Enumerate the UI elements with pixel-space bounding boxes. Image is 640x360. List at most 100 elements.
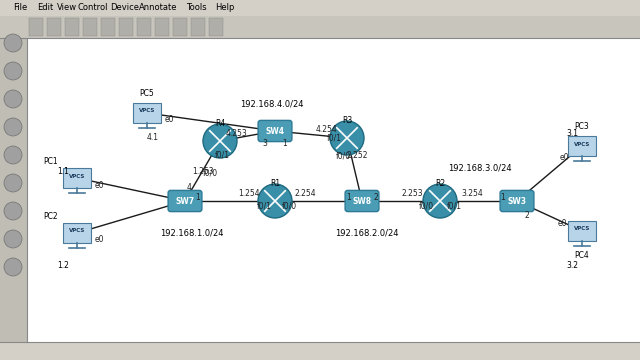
Bar xyxy=(0,342,640,360)
Text: f0/1: f0/1 xyxy=(257,202,271,211)
Bar xyxy=(65,18,79,36)
Text: Tools: Tools xyxy=(186,4,206,13)
Text: 1: 1 xyxy=(283,139,287,148)
Bar xyxy=(568,221,596,241)
Text: 1.253: 1.253 xyxy=(192,167,214,176)
Text: 192.168.4.0/24: 192.168.4.0/24 xyxy=(240,99,304,108)
Circle shape xyxy=(258,184,292,218)
Text: 3: 3 xyxy=(262,139,268,148)
Text: R1: R1 xyxy=(270,179,280,188)
Text: VPCS: VPCS xyxy=(69,174,85,179)
Text: Help: Help xyxy=(215,4,235,13)
Circle shape xyxy=(4,34,22,52)
Text: R3: R3 xyxy=(342,116,352,125)
Text: 192.168.3.0/24: 192.168.3.0/24 xyxy=(448,163,512,172)
Text: Device: Device xyxy=(111,4,140,13)
Circle shape xyxy=(4,258,22,276)
Text: SW4: SW4 xyxy=(266,126,285,135)
Text: SW8: SW8 xyxy=(353,197,372,206)
Circle shape xyxy=(4,62,22,80)
Text: 1: 1 xyxy=(500,194,506,202)
Text: 3.254: 3.254 xyxy=(461,189,483,198)
Text: e0: e0 xyxy=(164,116,173,125)
Text: 3.2: 3.2 xyxy=(566,261,578,270)
Text: SW3: SW3 xyxy=(508,197,527,206)
Bar xyxy=(0,38,27,342)
Text: 2.254: 2.254 xyxy=(294,189,316,198)
Circle shape xyxy=(4,90,22,108)
Text: PC2: PC2 xyxy=(44,212,58,221)
Bar xyxy=(155,18,169,36)
Text: Edit: Edit xyxy=(37,4,53,13)
Bar xyxy=(0,16,640,38)
Bar xyxy=(191,18,205,36)
Bar xyxy=(83,18,97,36)
Text: VPCS: VPCS xyxy=(139,108,155,113)
Bar xyxy=(27,38,640,342)
FancyBboxPatch shape xyxy=(345,190,379,212)
Text: PC1: PC1 xyxy=(44,157,58,166)
Text: R4: R4 xyxy=(215,119,225,128)
Circle shape xyxy=(423,184,457,218)
Text: e0: e0 xyxy=(94,235,104,244)
Bar xyxy=(133,103,161,123)
Text: File: File xyxy=(13,4,27,13)
Bar xyxy=(47,18,61,36)
FancyBboxPatch shape xyxy=(500,190,534,212)
Text: 2: 2 xyxy=(525,211,529,220)
Text: f0/0: f0/0 xyxy=(202,168,218,177)
Text: 192.168.1.0/24: 192.168.1.0/24 xyxy=(160,229,224,238)
Text: 192.168.2.0/24: 192.168.2.0/24 xyxy=(335,229,399,238)
Circle shape xyxy=(4,174,22,192)
Text: 1: 1 xyxy=(347,194,351,202)
Bar xyxy=(29,18,43,36)
Text: 2: 2 xyxy=(374,194,378,202)
Text: e0: e0 xyxy=(94,181,104,190)
Bar xyxy=(209,18,223,36)
Text: View: View xyxy=(57,4,77,13)
Text: SW7: SW7 xyxy=(175,197,195,206)
Text: VPCS: VPCS xyxy=(574,141,590,147)
Circle shape xyxy=(4,230,22,248)
Text: PC4: PC4 xyxy=(575,251,589,260)
Circle shape xyxy=(4,202,22,220)
Bar xyxy=(568,136,596,156)
Bar xyxy=(63,223,91,243)
Text: 3.1: 3.1 xyxy=(566,130,578,139)
Circle shape xyxy=(330,121,364,155)
Text: PC3: PC3 xyxy=(575,122,589,131)
Text: 4.254: 4.254 xyxy=(316,126,338,135)
Bar xyxy=(101,18,115,36)
Circle shape xyxy=(203,124,237,158)
Text: f0/1: f0/1 xyxy=(447,202,461,211)
Bar xyxy=(173,18,187,36)
FancyBboxPatch shape xyxy=(168,190,202,212)
Text: f0/0: f0/0 xyxy=(335,152,351,161)
Text: e0: e0 xyxy=(559,153,569,162)
Text: 1.2: 1.2 xyxy=(57,261,69,270)
FancyBboxPatch shape xyxy=(258,120,292,141)
Text: 1.254: 1.254 xyxy=(238,189,260,198)
Bar xyxy=(119,18,133,36)
Bar xyxy=(0,0,640,16)
Bar xyxy=(63,168,91,188)
Text: 2.253: 2.253 xyxy=(401,189,423,198)
Text: 1: 1 xyxy=(196,194,200,202)
Text: f0/1: f0/1 xyxy=(214,150,230,159)
Text: f0/0: f0/0 xyxy=(282,202,296,211)
Circle shape xyxy=(4,118,22,136)
Text: f0/1: f0/1 xyxy=(326,134,342,143)
Text: 4: 4 xyxy=(187,184,191,193)
Text: 4.1: 4.1 xyxy=(147,134,159,143)
Text: R2: R2 xyxy=(435,179,445,188)
Circle shape xyxy=(4,146,22,164)
Bar xyxy=(137,18,151,36)
Text: 4.253: 4.253 xyxy=(226,130,248,139)
Text: Annotate: Annotate xyxy=(139,4,177,13)
Text: Control: Control xyxy=(77,4,108,13)
Text: VPCS: VPCS xyxy=(69,229,85,234)
Text: e0: e0 xyxy=(557,219,567,228)
Text: VPCS: VPCS xyxy=(574,226,590,231)
Text: 1.1: 1.1 xyxy=(57,166,69,175)
Text: f0/0: f0/0 xyxy=(419,202,433,211)
